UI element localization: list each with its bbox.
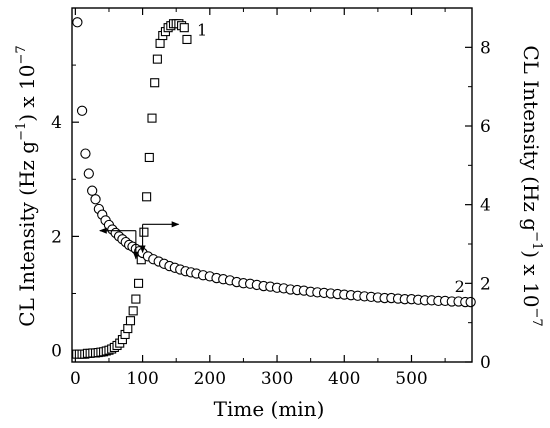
series-1-point	[123, 324, 133, 334]
y-right-tick-label: 8	[480, 38, 491, 58]
y-right-tick-label: 0	[480, 353, 491, 373]
series-1-point	[131, 294, 141, 304]
series-1-point	[125, 316, 136, 326]
y-left-label-exp-2: −7	[14, 45, 29, 64]
y-left-label-exp-1: −1	[14, 122, 29, 141]
series-2-point	[465, 296, 476, 308]
y-left-label-part-1: CL Intensity (Hz g	[15, 141, 39, 327]
series-layer: 12	[72, 17, 476, 359]
series-1-tag: 1	[197, 20, 207, 39]
series-2-point	[83, 168, 94, 179]
series-1-point	[128, 306, 138, 316]
y-right-label-part-2: ) x 10	[519, 250, 543, 307]
y-right-tick-label: 6	[480, 117, 491, 137]
series-2-point	[76, 105, 88, 116]
series-2-point	[80, 148, 91, 159]
plot-frame	[71, 7, 473, 363]
y-left-tick-label: 2	[51, 227, 62, 247]
y-axis-left-label: CL Intensity (Hz g−1) x 10−7	[14, 45, 39, 326]
series-1-point	[144, 152, 154, 163]
arrow-layer	[99, 221, 180, 260]
series-1-point	[139, 227, 149, 237]
series-1-point	[179, 23, 189, 33]
series-1-point	[134, 278, 144, 288]
x-tick-label: 0	[70, 369, 81, 389]
series-1-point	[150, 78, 160, 88]
y-left-label-part-2: ) x 10	[15, 64, 39, 121]
y-right-tick-label: 4	[480, 196, 491, 216]
series-1-point	[142, 192, 152, 202]
y-right-label-exp-2: −7	[529, 308, 544, 327]
series-2-point	[72, 17, 83, 28]
series-1-point	[147, 113, 157, 123]
series-2-point	[87, 185, 98, 196]
x-tick-label: 200	[194, 369, 226, 389]
y-right-label-exp-1: −1	[529, 231, 544, 250]
x-tick-label: 100	[126, 369, 158, 389]
series-1	[72, 19, 192, 359]
series-1-point	[155, 38, 165, 48]
series-1-point	[182, 34, 192, 45]
y-axis-right-label: CL Intensity (Hz g−1) x 10−7	[519, 45, 544, 326]
axis-pointer-1	[139, 221, 180, 254]
x-tick-label: 400	[328, 369, 360, 389]
tick-layer: 0 100 200 300 400 500 0 2 4 0 2 4 6 8	[51, 7, 491, 389]
y-right-label-part-1: CL Intensity (Hz g	[519, 45, 543, 231]
series-1-point	[152, 54, 162, 64]
y-left-tick-label: 0	[51, 342, 62, 362]
series-2-point	[90, 194, 101, 205]
x-tick-label: 500	[395, 369, 427, 389]
series-2-tag: 2	[455, 277, 465, 296]
series-2	[72, 17, 476, 308]
axis-pointer-2	[99, 227, 139, 260]
y-left-tick-label: 4	[51, 113, 62, 133]
x-tick-label: 300	[261, 369, 293, 389]
x-axis-label: Time (min)	[214, 397, 325, 421]
y-right-tick-label: 2	[480, 274, 491, 294]
